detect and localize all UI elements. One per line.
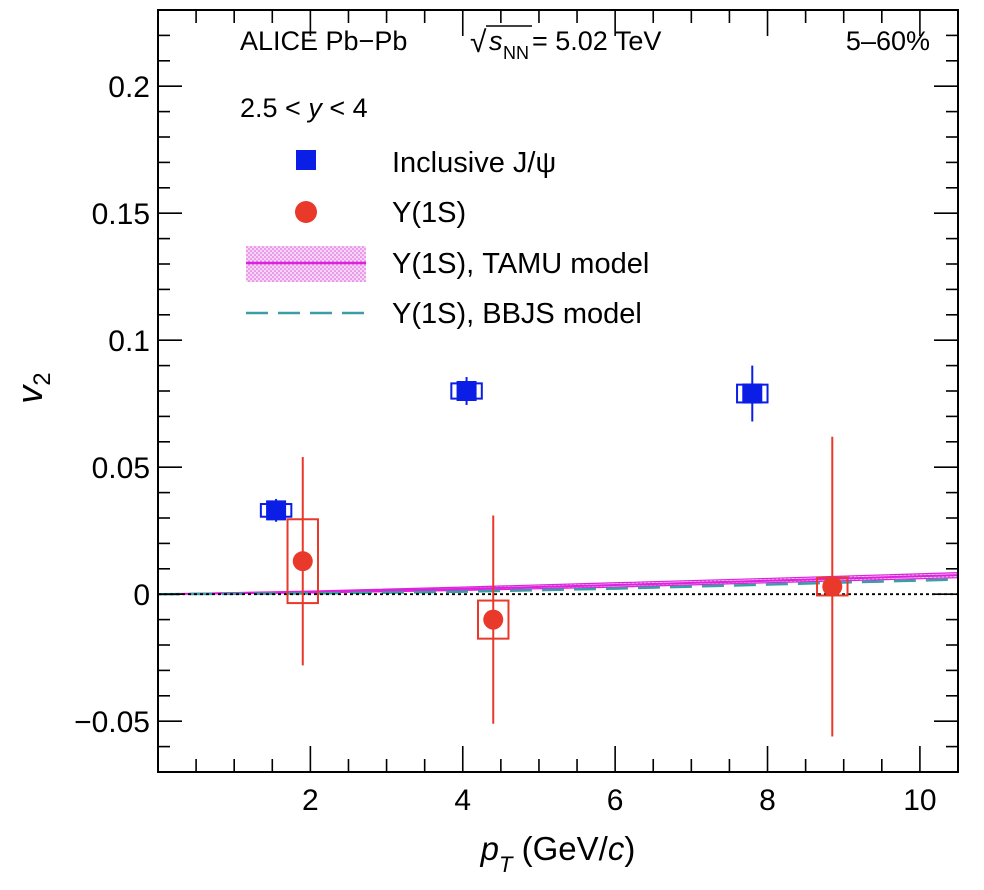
x-tick-label: 8	[759, 784, 776, 817]
energy-var: s	[489, 26, 503, 56]
y-tick-label: 0.2	[108, 71, 150, 104]
upsilon-marker	[822, 576, 843, 597]
legend-label-tamu: Υ(1S), TAMU model	[392, 248, 649, 280]
jpsi-marker	[266, 500, 287, 521]
bbjs-line	[157, 578, 959, 596]
legend: Inclusive J/ψ Υ(1S) Υ(1S), TAMU model Υ(…	[246, 147, 649, 330]
energy-sub: NN	[503, 43, 529, 63]
sqrt-symbol: √	[470, 26, 487, 59]
upsilon-marker	[483, 609, 504, 630]
experiment-label: ALICE Pb−Pb	[240, 26, 407, 56]
legend-marker-jpsi	[296, 150, 316, 170]
rapidity-label: 2.5 < y < 4	[240, 93, 368, 123]
y-tick-label: 0.1	[108, 325, 150, 358]
legend-label-bbjs: Υ(1S), BBJS model	[392, 298, 642, 330]
x-tick-label: 4	[454, 784, 471, 817]
tamu-line	[157, 574, 959, 596]
y-tick-label: 0.05	[92, 452, 150, 485]
axis-ticks: 2 4 6 8 10 −0.05 0 0.05 0.1 0.15 0.2	[74, 9, 959, 817]
x-axis-title: pT (GeV/c)	[480, 830, 636, 877]
x-tick-label: 10	[903, 784, 936, 817]
jpsi-marker	[742, 383, 763, 404]
header-annotation: ALICE Pb−Pb √ s NN = 5.02 TeV 5–60% 2.5 …	[240, 25, 930, 123]
jpsi-marker	[456, 381, 477, 401]
legend-label-jpsi: Inclusive J/ψ	[392, 147, 556, 179]
x-tick-label: 6	[607, 784, 624, 817]
y-tick-label: −0.05	[74, 706, 150, 739]
legend-marker-upsilon	[295, 201, 317, 223]
y-axis-title: v2	[9, 372, 56, 403]
legend-label-upsilon: Υ(1S)	[392, 197, 466, 229]
energy-value: = 5.02 TeV	[532, 26, 661, 56]
y-tick-label: 0	[133, 579, 150, 612]
centrality-label: 5–60%	[846, 26, 930, 56]
data-layer	[259, 365, 849, 737]
plot-frame	[157, 9, 959, 773]
x-tick-label: 2	[302, 784, 319, 817]
y-tick-label: 0.15	[92, 198, 150, 231]
upsilon-marker	[292, 551, 313, 572]
